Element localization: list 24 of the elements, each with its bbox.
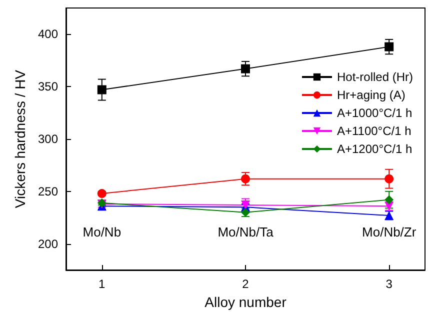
x-axis-title: Alloy number bbox=[204, 294, 287, 310]
annotation: Mo/Nb/Zr bbox=[362, 224, 417, 240]
legend-label: Hot-rolled (Hr) bbox=[336, 70, 414, 84]
point bbox=[384, 174, 394, 184]
annotation: Mo/Nb bbox=[82, 224, 122, 240]
annotation: Mo/Nb/Ta bbox=[218, 224, 274, 240]
y-tick-label: 250 bbox=[38, 184, 58, 198]
y-tick-label: 400 bbox=[38, 27, 58, 42]
y-tick-label: 200 bbox=[38, 236, 58, 251]
x-tick-label: 3 bbox=[386, 277, 393, 291]
legend-label: A+1200°C/1 h bbox=[336, 142, 412, 156]
point bbox=[241, 174, 250, 184]
legend-label: A+1100°C/1 h bbox=[336, 124, 412, 138]
point bbox=[97, 85, 106, 94]
x-tick-label: 1 bbox=[98, 277, 106, 291]
point bbox=[384, 42, 394, 52]
point bbox=[384, 195, 394, 204]
y-axis-title: Vickers hardness / HV bbox=[12, 69, 28, 208]
legend-label: Hr+aging (A) bbox=[336, 88, 406, 102]
y-tick-label: 300 bbox=[38, 132, 58, 146]
legend-label: A+1000°C/1 h bbox=[336, 106, 412, 120]
point bbox=[241, 64, 250, 74]
x-tick-label: 2 bbox=[242, 277, 250, 291]
y-tick-label: 350 bbox=[38, 80, 58, 94]
